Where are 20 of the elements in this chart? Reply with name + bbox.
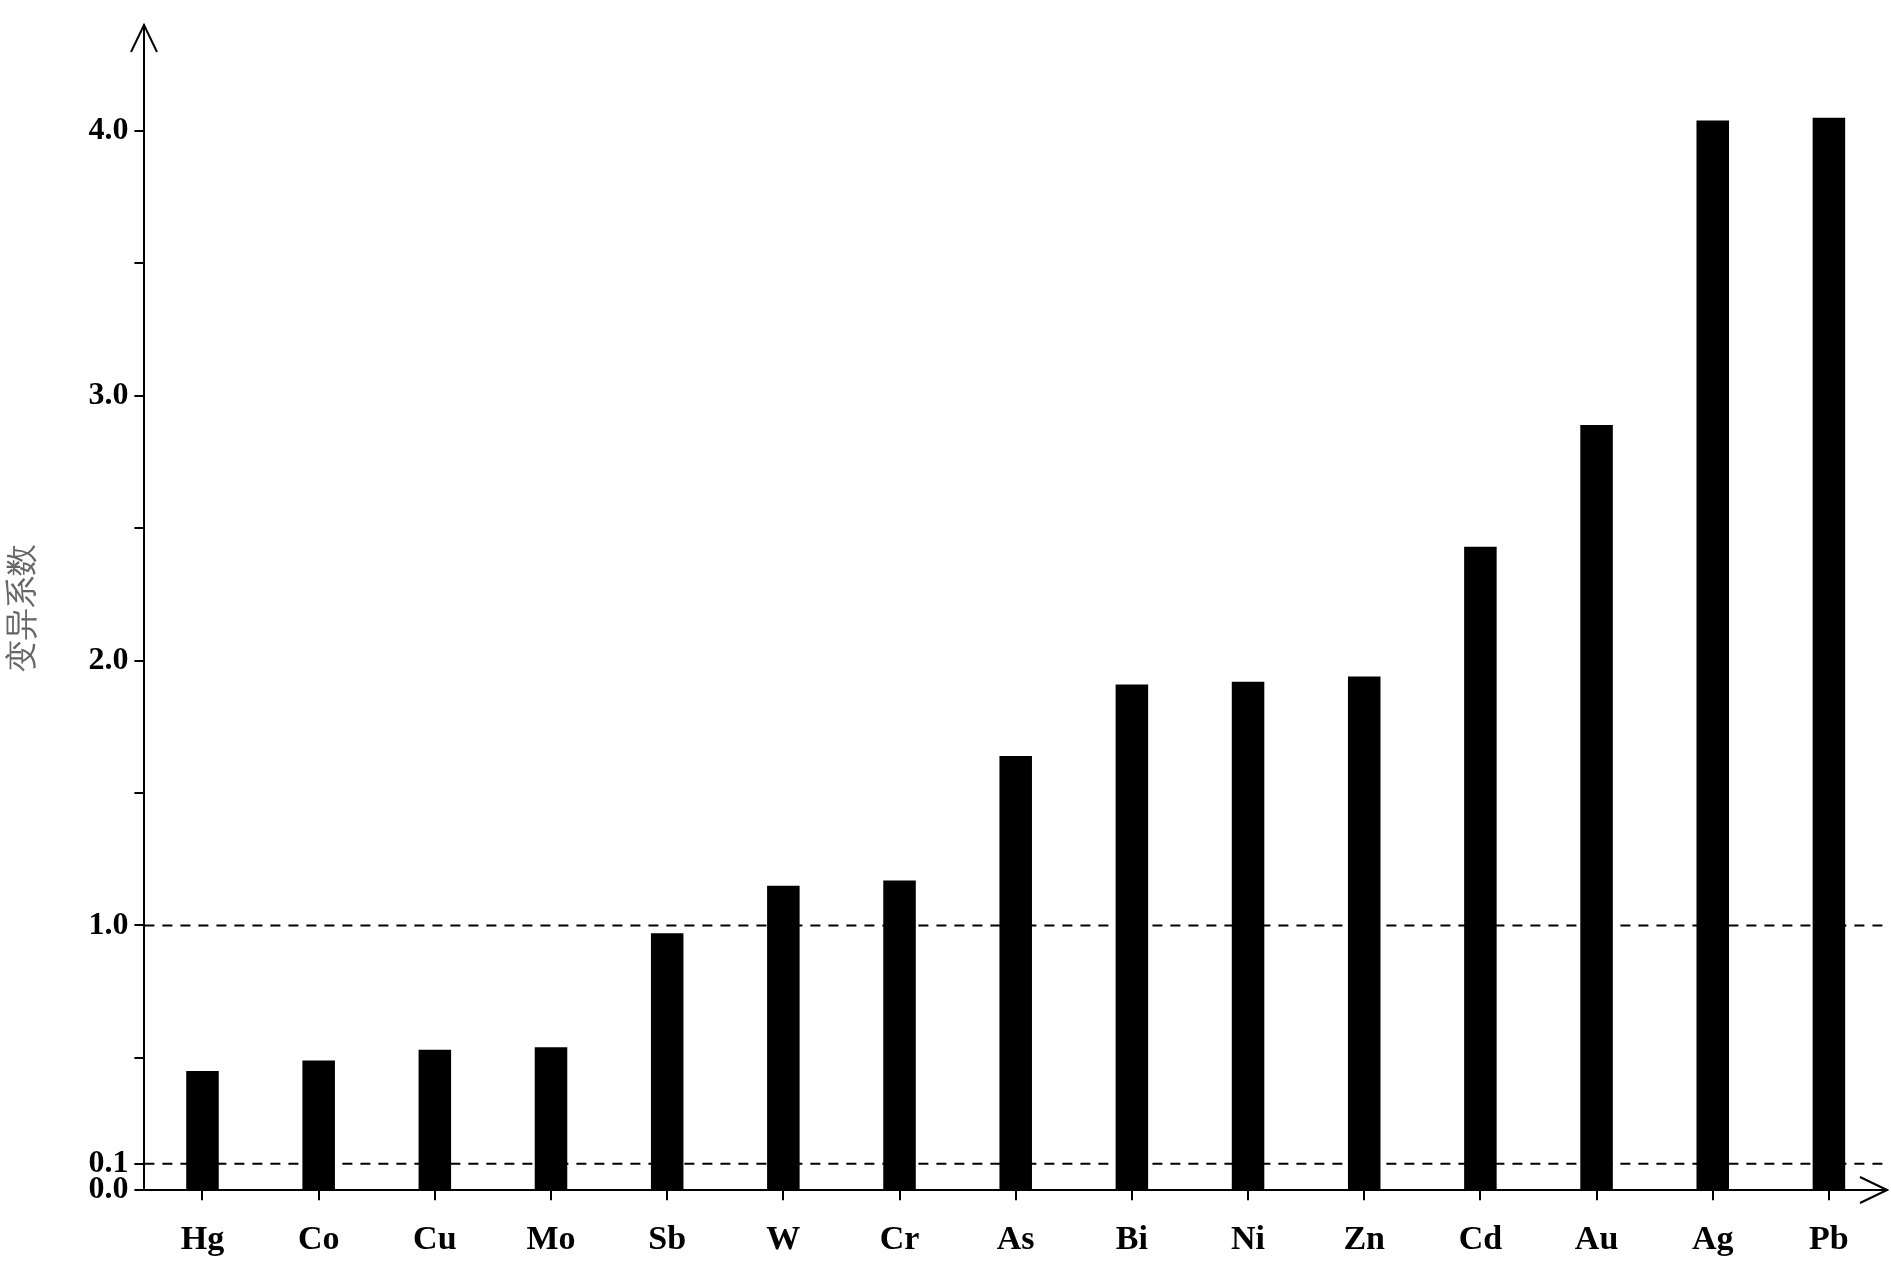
- x-tick-label: Mo: [526, 1219, 576, 1257]
- x-tick-label: Zn: [1343, 1219, 1386, 1257]
- y-axis-title: 变异系数: [1, 543, 40, 672]
- x-tick-label: Bi: [1115, 1219, 1148, 1257]
- x-tick-label: Cu: [413, 1219, 457, 1257]
- x-tick-label: Cr: [879, 1219, 920, 1257]
- x-tick-label: Pb: [1809, 1219, 1849, 1257]
- x-tick-label: Hg: [180, 1219, 225, 1257]
- y-tick-label: 2.0: [88, 639, 129, 676]
- x-tick-label: Ni: [1231, 1219, 1266, 1257]
- x-tick-label: Co: [297, 1219, 340, 1257]
- y-tick-label: 4.0: [88, 110, 129, 147]
- y-tick-label: 1.0: [88, 904, 129, 941]
- x-tick-label: As: [996, 1219, 1035, 1257]
- y-tick-label: 3.0: [88, 375, 129, 412]
- x-tick-label: Cd: [1458, 1219, 1503, 1257]
- x-tick-label: W: [766, 1219, 801, 1257]
- x-tick-label: Sb: [648, 1219, 687, 1257]
- x-tick-label: Au: [1574, 1219, 1619, 1257]
- x-tick-label: Ag: [1691, 1219, 1734, 1257]
